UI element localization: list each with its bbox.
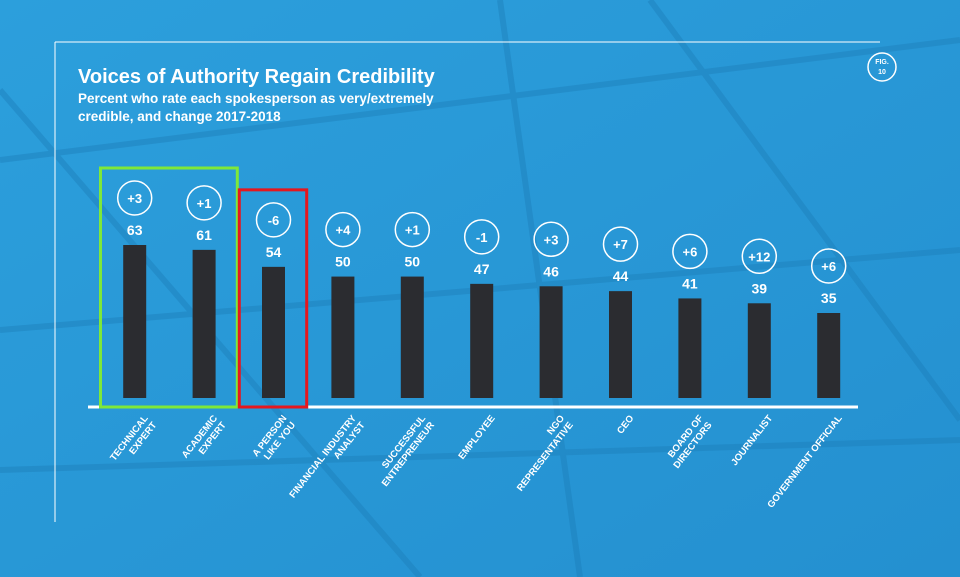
bar xyxy=(123,245,147,398)
chart-title: Voices of Authority Regain Credibility xyxy=(78,66,436,88)
change-badge xyxy=(463,219,500,255)
value-label: 35 xyxy=(821,290,837,306)
change-badge xyxy=(741,238,778,275)
bar xyxy=(747,303,771,398)
change-label: -6 xyxy=(268,213,280,228)
bar xyxy=(539,286,563,398)
change-label: +4 xyxy=(335,223,351,238)
highlight-box xyxy=(237,188,309,409)
change-label: +6 xyxy=(682,244,697,259)
figure-number: 10 xyxy=(878,69,886,76)
change-label: +3 xyxy=(544,232,559,247)
change-badge xyxy=(116,180,153,216)
change-label: +1 xyxy=(197,196,212,211)
bar xyxy=(470,283,494,398)
change-label: +7 xyxy=(613,237,628,252)
value-label: 44 xyxy=(613,268,629,284)
change-badge xyxy=(533,221,569,258)
subtitle: Percent who rate each spokesperson as ve… xyxy=(78,91,434,106)
change-label: -1 xyxy=(476,230,488,245)
bar xyxy=(192,249,216,398)
change-badge xyxy=(602,226,639,262)
figure-badge xyxy=(867,52,897,82)
bar xyxy=(331,276,355,398)
change-badge xyxy=(255,202,292,238)
figure-label: FIG. xyxy=(875,59,889,66)
change-badge xyxy=(810,248,847,284)
highlight-box xyxy=(99,166,239,409)
bar xyxy=(678,298,702,398)
change-badge xyxy=(394,211,431,248)
change-label: +12 xyxy=(748,249,770,264)
value-label: 50 xyxy=(405,254,421,270)
value-label: 41 xyxy=(682,275,698,291)
value-label: 54 xyxy=(266,244,282,260)
bar xyxy=(400,276,424,398)
change-badge xyxy=(672,233,708,270)
change-label: +1 xyxy=(405,223,420,238)
bar xyxy=(609,291,632,398)
value-label: 63 xyxy=(127,222,143,238)
subtitle: credible, and change 2017-2018 xyxy=(78,109,281,124)
value-label: 39 xyxy=(752,280,768,296)
value-label: 46 xyxy=(543,263,559,279)
change-label: +6 xyxy=(821,259,836,274)
change-label: +3 xyxy=(127,191,142,206)
value-label: 47 xyxy=(474,261,490,277)
bar xyxy=(817,313,841,398)
change-badge xyxy=(186,185,222,221)
bar xyxy=(262,266,285,398)
value-label: 50 xyxy=(335,254,351,270)
value-label: 61 xyxy=(196,227,212,243)
frame xyxy=(54,41,880,522)
change-badge xyxy=(325,211,361,248)
